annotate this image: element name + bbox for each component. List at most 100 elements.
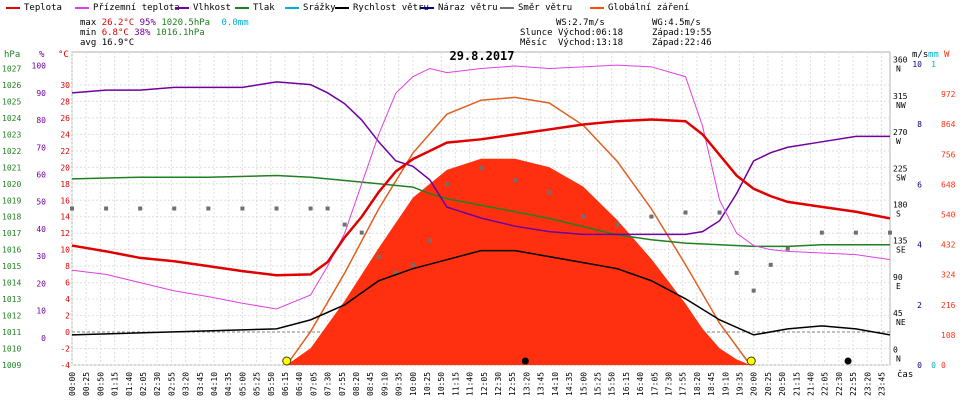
legend-swatch [285, 6, 299, 9]
axis-tick-time: 07:05 [309, 372, 318, 396]
stat-max-label: max [80, 18, 97, 28]
axis-tick-degc: 2 [65, 312, 70, 321]
legend-item: Přízemní teplota [75, 3, 180, 13]
legend-label: Vlhkost [193, 3, 231, 13]
wind-direction-point [206, 206, 211, 211]
legend-swatch [590, 6, 604, 9]
axis-tick-time: 13:20 [522, 372, 531, 396]
stat-min-label: min [80, 28, 97, 38]
series-temperature-line [71, 118, 891, 277]
axis-tick-pct: 70 [36, 143, 46, 152]
legend-swatch [420, 6, 434, 9]
axis-tick-w: 864 [941, 120, 956, 129]
axis-tick-degc: -4 [60, 361, 70, 370]
wind-direction-point [376, 254, 381, 259]
legend-label: Srážky [303, 3, 336, 13]
legend-item: Vlhkost [175, 3, 231, 13]
wind-direction-point [683, 210, 688, 215]
info-moonrise: Východ:13:18 [558, 38, 624, 48]
stat-avg-temp: 16.9°C [101, 38, 135, 48]
legend-swatch [75, 6, 89, 9]
axis-tick-time: 15:00 [579, 372, 588, 396]
axis-tick-time: 20:25 [764, 372, 773, 396]
axis-unit-degc: °C [58, 50, 69, 60]
axis-unit-mm: mm [928, 50, 939, 60]
axis-tick-w: 108 [941, 331, 956, 340]
axis-tick-degc: 6 [65, 279, 70, 288]
stat-min-hum: 38% [134, 28, 151, 38]
wind-direction-point [751, 288, 756, 293]
axis-unit-w: W [944, 50, 950, 60]
axis-tick-time: 19:35 [735, 372, 744, 396]
axis-tick-dir-label: N [896, 354, 901, 363]
wind-direction-point [393, 270, 398, 275]
axis-tick-time: 02:55 [167, 372, 176, 396]
axis-tick-hpa: 1009 [2, 361, 21, 370]
axis-tick-degc: 22 [60, 147, 70, 156]
axis-tick-dir-label: S [896, 210, 901, 219]
axis-tick-degc: -2 [60, 345, 70, 354]
axis-tick-hpa: 1017 [2, 229, 21, 238]
wind-direction-point [70, 206, 74, 211]
axis-tick-pct: 50 [36, 198, 46, 207]
axis-tick-time: 04:35 [224, 372, 233, 396]
axis-tick-time: 21:15 [792, 372, 801, 396]
wind-direction-point [819, 230, 824, 235]
info-moon-label: Měsíc [520, 38, 548, 48]
axis-tick-time: 07:30 [324, 372, 333, 396]
wind-direction-point [734, 270, 739, 275]
legend-swatch [500, 6, 514, 9]
series-ground-temp-line [71, 64, 891, 310]
stat-max-rain: 0.0mm [221, 18, 249, 28]
axis-tick-time: 05:00 [238, 372, 247, 396]
axis-tick-time: 11:15 [451, 372, 460, 396]
axis-tick-w: 648 [941, 180, 956, 189]
axis-tick-time: 21:40 [806, 372, 815, 396]
wind-direction-point [104, 206, 109, 211]
legend-label: Teplota [24, 3, 62, 13]
axis-tick-pct: 80 [36, 116, 46, 125]
axis-tick-degc: 26 [60, 114, 70, 123]
stat-max-press: 1020.5hPa [161, 18, 211, 28]
axis-tick-time: 15:25 [593, 372, 602, 396]
sunrise-marker [282, 356, 292, 366]
axis-tick-degc: 10 [60, 246, 70, 255]
axis-tick-hpa: 1014 [2, 279, 21, 288]
wind-direction-point [615, 222, 620, 227]
axis-tick-w: 972 [941, 90, 956, 99]
info-sun-label: Slunce [520, 28, 553, 38]
axis-tick-dir-label: NE [896, 318, 906, 327]
axis-tick-time: 03:45 [196, 372, 205, 396]
axis-tick-time: 10:00 [409, 372, 418, 396]
axis-tick-ms: 0 [917, 361, 922, 370]
axis-tick-time: 22:30 [835, 372, 844, 396]
series-radiation-area [286, 158, 751, 365]
axis-unit-hpa: hPa [4, 50, 20, 60]
axis-tick-time: 03:20 [182, 372, 191, 396]
axis-tick-pct: 0 [41, 334, 46, 343]
axis-tick-time: 14:10 [551, 372, 560, 396]
axis-tick-time: 01:15 [111, 372, 120, 396]
wind-direction-point [172, 206, 177, 211]
axis-tick-time: 07:55 [338, 372, 347, 396]
axis-tick-time: 10:25 [423, 372, 432, 396]
series-wind-speed-line [71, 249, 891, 336]
moonset-marker [844, 357, 852, 365]
legend-label: Rychlost větru [353, 3, 429, 13]
axis-tick-hpa: 1011 [2, 328, 21, 337]
axis-tick-hpa: 1019 [2, 196, 21, 205]
axis-tick-pct: 60 [36, 170, 46, 179]
axis-tick-time: 22:55 [849, 372, 858, 396]
axis-tick-degc: 12 [60, 229, 70, 238]
axis-tick-time: 06:15 [281, 372, 290, 396]
axis-tick-hpa: 1015 [2, 262, 21, 271]
wind-direction-point [274, 206, 279, 211]
axis-tick-mm: 1 [931, 60, 936, 69]
wind-direction-point [479, 166, 483, 171]
legend-label: Globální záření [608, 3, 690, 13]
series-humidity-line [71, 81, 890, 236]
axis-tick-dir: 135 [893, 237, 908, 246]
axis-tick-time: 02:05 [139, 372, 148, 396]
legend-swatch [335, 6, 349, 9]
axis-tick-time: 16:15 [622, 372, 631, 396]
